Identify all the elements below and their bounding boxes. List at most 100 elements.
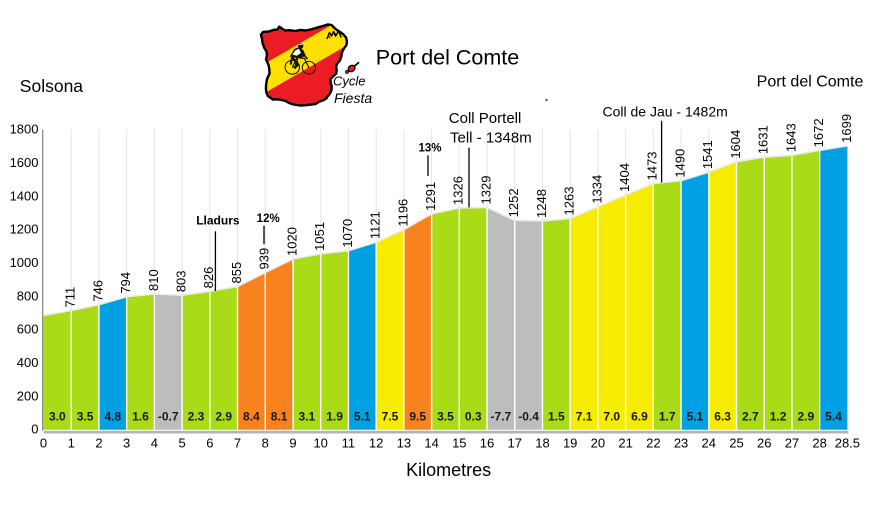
svg-text:4.8: 4.8 xyxy=(104,410,121,424)
svg-text:6: 6 xyxy=(206,435,213,450)
svg-text:28: 28 xyxy=(812,435,826,450)
svg-text:1473: 1473 xyxy=(645,152,660,181)
svg-text:8.1: 8.1 xyxy=(271,410,288,424)
svg-text:23: 23 xyxy=(674,435,688,450)
svg-text:1121: 1121 xyxy=(368,211,383,239)
svg-text:1631: 1631 xyxy=(756,125,771,154)
svg-text:Coll Portell: Coll Portell xyxy=(449,110,522,127)
svg-text:19: 19 xyxy=(563,435,577,450)
svg-text:1.9: 1.9 xyxy=(326,410,343,424)
svg-text:5.4: 5.4 xyxy=(825,410,842,424)
svg-text:1326: 1326 xyxy=(451,176,466,205)
svg-text:939: 939 xyxy=(257,248,272,270)
svg-text:1.7: 1.7 xyxy=(659,410,676,424)
svg-text:1: 1 xyxy=(68,435,75,450)
svg-text:746: 746 xyxy=(90,280,105,302)
svg-text:5: 5 xyxy=(178,435,185,450)
svg-text:1334: 1334 xyxy=(589,175,604,204)
svg-text:24: 24 xyxy=(702,435,716,450)
svg-text:1643: 1643 xyxy=(783,123,798,152)
svg-text:3.5: 3.5 xyxy=(437,410,454,424)
svg-text:13%: 13% xyxy=(418,142,441,154)
svg-text:6.9: 6.9 xyxy=(631,410,648,424)
svg-text:3.5: 3.5 xyxy=(77,410,94,424)
svg-text:1400: 1400 xyxy=(10,188,39,203)
svg-text:1604: 1604 xyxy=(728,130,743,159)
svg-text:15: 15 xyxy=(452,435,466,450)
svg-text:1490: 1490 xyxy=(672,149,687,178)
svg-text:0.3: 0.3 xyxy=(465,410,482,424)
svg-text:1020: 1020 xyxy=(284,227,299,256)
svg-text:1800: 1800 xyxy=(10,122,39,137)
svg-text:10: 10 xyxy=(313,435,327,450)
svg-text:-7.7: -7.7 xyxy=(491,410,512,424)
svg-text:2.9: 2.9 xyxy=(797,410,814,424)
svg-text:855: 855 xyxy=(229,262,244,284)
svg-text:20: 20 xyxy=(591,435,605,450)
svg-text:16: 16 xyxy=(480,435,494,450)
svg-text:14: 14 xyxy=(424,435,438,450)
svg-text:18: 18 xyxy=(535,435,549,450)
svg-text:27: 27 xyxy=(785,435,799,450)
svg-text:1.2: 1.2 xyxy=(770,410,787,424)
svg-text:Tell - 1348m: Tell - 1348m xyxy=(450,129,532,146)
svg-text:Coll de Jau - 1482m: Coll de Jau - 1482m xyxy=(603,103,728,119)
svg-text:21: 21 xyxy=(618,435,632,450)
svg-text:7: 7 xyxy=(234,435,241,450)
svg-text:6.3: 6.3 xyxy=(714,410,731,424)
svg-text:711: 711 xyxy=(63,287,78,308)
svg-text:2.7: 2.7 xyxy=(742,410,759,424)
svg-text:13: 13 xyxy=(397,435,411,450)
svg-text:1600: 1600 xyxy=(10,155,39,170)
svg-text:-0.7: -0.7 xyxy=(158,410,179,424)
svg-text:3: 3 xyxy=(123,435,130,450)
svg-text:0: 0 xyxy=(31,422,38,437)
svg-text:2.9: 2.9 xyxy=(215,410,232,424)
svg-text:12: 12 xyxy=(369,435,383,450)
svg-text:1196: 1196 xyxy=(395,199,410,227)
svg-text:1404: 1404 xyxy=(617,163,632,192)
svg-text:1291: 1291 xyxy=(423,182,438,211)
svg-text:1248: 1248 xyxy=(534,189,549,218)
svg-text:11: 11 xyxy=(342,435,356,450)
svg-text:8: 8 xyxy=(262,435,269,450)
svg-text:0: 0 xyxy=(40,435,47,450)
svg-text:Lladurs: Lladurs xyxy=(196,214,240,228)
svg-text:1200: 1200 xyxy=(10,222,39,237)
svg-text:Fiesta: Fiesta xyxy=(334,90,372,106)
svg-text:1263: 1263 xyxy=(562,187,577,216)
svg-text:-0.4: -0.4 xyxy=(518,410,539,424)
svg-text:26: 26 xyxy=(757,435,771,450)
svg-text:9: 9 xyxy=(289,435,296,450)
svg-text:1000: 1000 xyxy=(10,255,39,270)
svg-text:5.1: 5.1 xyxy=(354,410,371,424)
svg-text:3.1: 3.1 xyxy=(298,410,315,424)
svg-text:1.5: 1.5 xyxy=(548,410,565,424)
svg-text:Cycle: Cycle xyxy=(333,74,366,89)
svg-text:7.0: 7.0 xyxy=(603,410,620,424)
svg-text:600: 600 xyxy=(17,322,39,337)
svg-text:803: 803 xyxy=(174,270,189,292)
svg-text:826: 826 xyxy=(201,267,216,289)
svg-text:1672: 1672 xyxy=(811,118,826,147)
svg-text:1051: 1051 xyxy=(312,222,327,251)
svg-text:1699: 1699 xyxy=(839,114,854,143)
svg-text:810: 810 xyxy=(146,269,161,291)
svg-text:200: 200 xyxy=(17,388,39,403)
svg-text:1541: 1541 xyxy=(700,140,715,169)
svg-text:Port del Comte: Port del Comte xyxy=(376,46,519,70)
svg-text:28.5: 28.5 xyxy=(835,435,860,450)
svg-text:5.1: 5.1 xyxy=(687,410,704,424)
svg-text:7.1: 7.1 xyxy=(576,410,593,424)
svg-text:9.5: 9.5 xyxy=(409,410,426,424)
svg-text:Solsona: Solsona xyxy=(20,76,84,96)
svg-text:400: 400 xyxy=(17,355,39,370)
svg-text:1252: 1252 xyxy=(506,188,521,217)
svg-text:22: 22 xyxy=(646,435,660,450)
svg-text:2: 2 xyxy=(95,435,102,450)
svg-text:1.6: 1.6 xyxy=(132,410,149,424)
svg-text:4: 4 xyxy=(151,435,158,450)
svg-text:800: 800 xyxy=(17,288,39,303)
svg-text:Kilometres: Kilometres xyxy=(406,460,491,480)
svg-text:7.5: 7.5 xyxy=(382,410,399,424)
